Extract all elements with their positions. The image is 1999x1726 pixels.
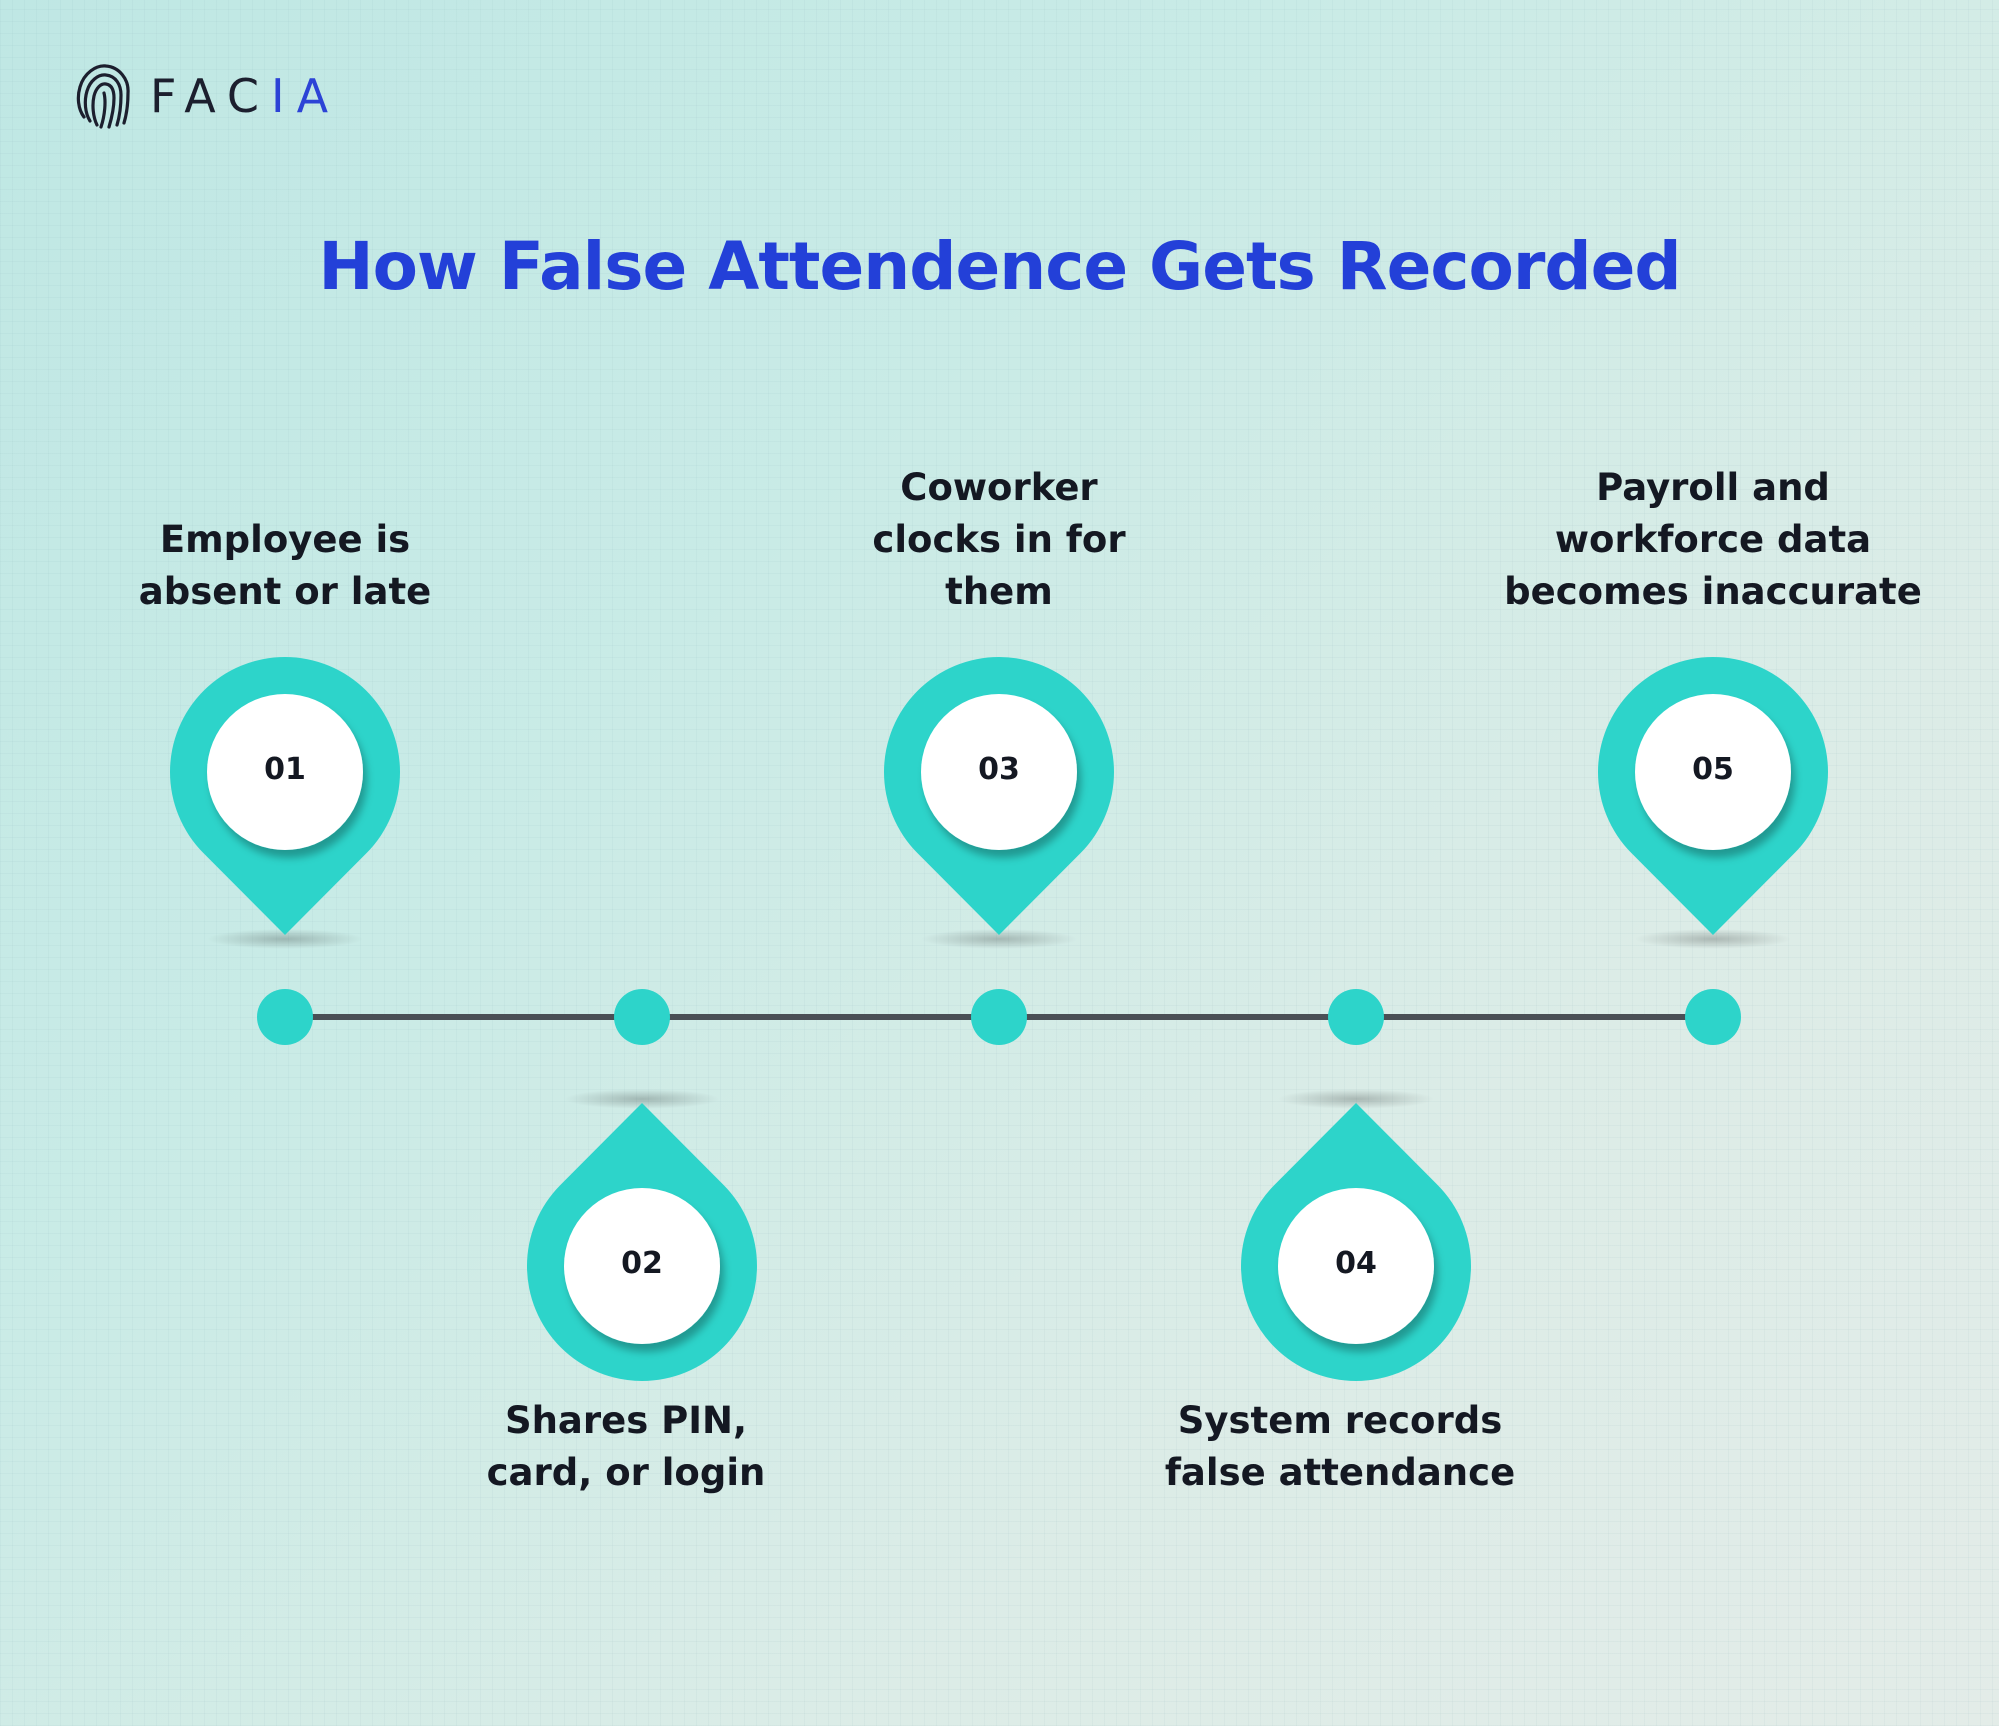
location-pin-05 [1597, 656, 1828, 935]
step-number-01: 01 [264, 752, 306, 787]
step-label-05: Payroll and workforce data becomes inacc… [1504, 466, 1922, 613]
brand-wordmark-main: FAC [150, 69, 272, 123]
location-pin-01 [169, 656, 400, 935]
pin-shadow [921, 929, 1077, 949]
timeline-dot [614, 989, 670, 1045]
step-label-01: Employee is absent or late [138, 518, 432, 613]
brand-wordmark: FACIA [150, 69, 340, 123]
brand-wordmark-accent: IA [271, 69, 341, 123]
page-title: How False Attendence Gets Recorded [318, 228, 1681, 305]
location-pin-03 [883, 656, 1114, 935]
fingerprint-icon [76, 64, 130, 129]
pin-shadow [1278, 1089, 1434, 1109]
step-number-03: 03 [978, 752, 1020, 787]
timeline-dot [1685, 989, 1741, 1045]
brand-logo: FACIA [74, 56, 340, 136]
timeline-dot [971, 989, 1027, 1045]
pin-shadow [1635, 929, 1791, 949]
step-label-02: Shares PIN, card, or login [486, 1399, 766, 1494]
step-label-03: Coworker clocks in for them [872, 466, 1126, 613]
step-number-05: 05 [1692, 752, 1734, 787]
pin-shadow [207, 929, 363, 949]
step-number-04: 04 [1335, 1246, 1377, 1281]
pin-shadow [564, 1089, 720, 1109]
step-label-04: System records false attendance [1164, 1399, 1516, 1494]
step-number-02: 02 [621, 1246, 663, 1281]
location-pin-02 [527, 1103, 757, 1381]
timeline-dot [1328, 989, 1384, 1045]
timeline-dot [257, 989, 313, 1045]
location-pin-04 [1241, 1103, 1471, 1381]
